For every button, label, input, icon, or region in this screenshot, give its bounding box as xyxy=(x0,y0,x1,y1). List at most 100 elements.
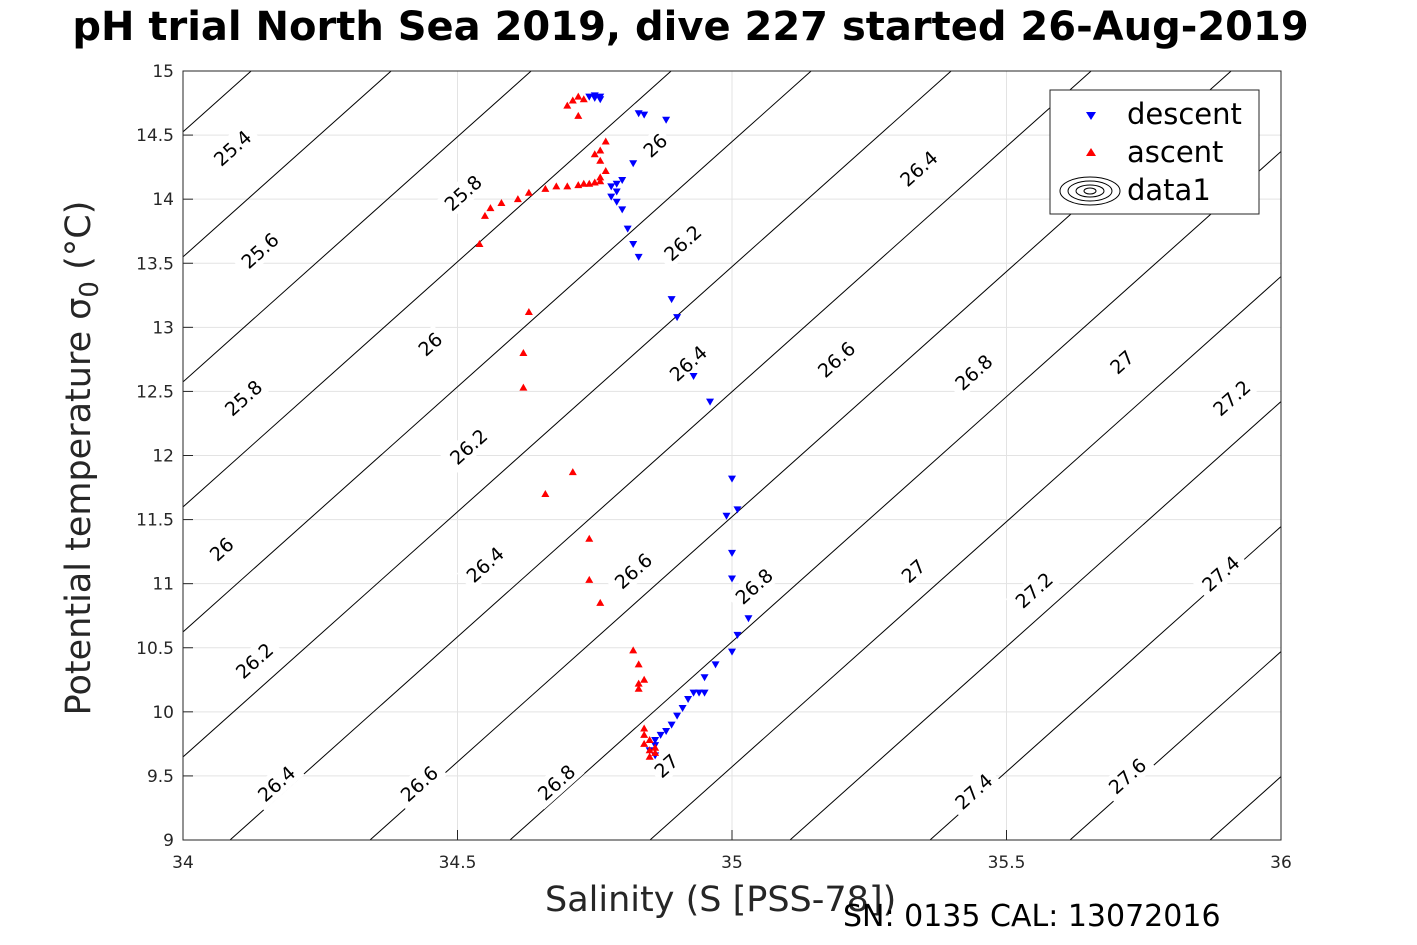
y-tick-label: 15 xyxy=(152,62,174,82)
point-ascent xyxy=(634,684,643,692)
contour-label: 25.8 xyxy=(434,165,492,220)
contour-label: 26 xyxy=(202,530,241,569)
contour-label: 26.4 xyxy=(659,336,717,391)
point-ascent xyxy=(563,182,572,190)
chart-title: pH trial North Sea 2019, dive 227 starte… xyxy=(72,4,1309,50)
isopycnal-line xyxy=(183,71,392,258)
contour-label: 26 xyxy=(635,126,675,165)
legend[interactable]: descent ascent data1 xyxy=(1049,89,1260,215)
isopycnal-line xyxy=(649,275,1281,840)
point-descent xyxy=(689,373,698,381)
point-descent xyxy=(596,96,605,104)
contour-label: 26.4 xyxy=(890,141,947,196)
point-ascent xyxy=(601,166,610,174)
point-ascent xyxy=(519,383,528,391)
point-ascent xyxy=(579,179,588,187)
isopycnal-line xyxy=(789,400,1281,840)
point-ascent xyxy=(524,188,533,196)
isopycnal-line xyxy=(183,71,672,508)
y-tick-label: 13.5 xyxy=(136,254,174,274)
point-descent xyxy=(700,689,709,697)
point-descent xyxy=(700,674,709,682)
point-descent xyxy=(728,475,736,483)
legend-marker-ascent xyxy=(1086,148,1096,156)
contour-label: 27 xyxy=(1102,342,1141,381)
x-tick-label: 35.5 xyxy=(988,853,1026,873)
point-ascent xyxy=(634,660,643,668)
isopycnal-line xyxy=(929,525,1281,840)
isopycnal-line xyxy=(183,71,812,633)
point-descent xyxy=(689,689,698,697)
point-descent xyxy=(728,549,736,557)
contour-label: 26.2 xyxy=(654,215,711,270)
point-descent xyxy=(673,712,682,720)
point-ascent xyxy=(640,675,649,683)
contour-label: 26.2 xyxy=(440,419,497,474)
point-descent xyxy=(629,160,638,168)
point-ascent xyxy=(568,96,577,104)
point-ascent xyxy=(497,199,506,207)
point-descent xyxy=(656,731,665,739)
point-ascent xyxy=(480,211,489,219)
contour-label: 26.4 xyxy=(248,756,305,811)
point-ascent xyxy=(640,730,649,738)
legend-label-ascent: ascent xyxy=(1127,135,1223,169)
point-ascent xyxy=(596,146,605,154)
point-ascent xyxy=(640,724,649,732)
point-descent xyxy=(667,296,676,304)
point-ascent xyxy=(596,598,605,606)
y-tick-label: 11 xyxy=(152,575,174,595)
x-tick-label: 34.5 xyxy=(439,853,477,873)
point-descent xyxy=(662,116,671,124)
point-descent xyxy=(667,721,676,729)
point-ascent xyxy=(585,179,594,187)
point-descent xyxy=(612,198,621,206)
point-ascent xyxy=(552,182,561,190)
contour-label: 27.2 xyxy=(1005,563,1063,618)
svg-text:26: 26 xyxy=(414,328,447,361)
y-tick-label: 10 xyxy=(152,703,174,723)
contour-label: 26.2 xyxy=(226,633,283,688)
y-tick-label: 10.5 xyxy=(136,639,174,659)
contour-label: 26.6 xyxy=(390,756,448,811)
point-ascent xyxy=(574,111,583,119)
point-ascent xyxy=(541,184,550,192)
point-descent xyxy=(673,314,682,322)
contour-label: 25.8 xyxy=(215,370,272,425)
point-ascent xyxy=(563,101,572,109)
point-ascent xyxy=(640,739,649,747)
x-tick-label: 34 xyxy=(172,853,194,873)
point-ascent xyxy=(585,575,594,583)
y-tick-label: 9.5 xyxy=(147,767,174,787)
calibration-footer: SN: 0135 CAL: 13072016 xyxy=(843,899,1221,934)
point-descent xyxy=(728,575,736,583)
point-descent xyxy=(590,92,599,100)
y-tick-label: 9 xyxy=(163,831,174,851)
y-tick-label: 14.5 xyxy=(136,126,174,146)
point-descent xyxy=(728,648,736,656)
y-tick-label: 14 xyxy=(152,190,174,210)
contour-label: 27.4 xyxy=(945,764,1002,819)
point-descent xyxy=(722,512,731,520)
point-ascent xyxy=(568,468,577,476)
point-descent xyxy=(612,188,621,196)
point-descent xyxy=(733,506,742,514)
legend-label-descent: descent xyxy=(1127,97,1242,131)
point-ascent xyxy=(590,150,599,158)
svg-text:27: 27 xyxy=(897,555,930,588)
point-ascent xyxy=(574,181,583,189)
isopycnal-line xyxy=(229,71,1092,840)
isopycnal-line xyxy=(183,71,532,383)
contour-label: 26.8 xyxy=(528,755,585,810)
point-ascent xyxy=(574,92,583,100)
point-ascent xyxy=(524,307,533,315)
contour-labels: 25.4 25.6 25.8 26 26.2 26.4 25.8 26 26.2 26.4 26.6… xyxy=(202,120,1260,819)
point-ascent xyxy=(596,156,605,164)
point-descent xyxy=(695,689,704,697)
point-ascent xyxy=(541,489,550,497)
point-descent xyxy=(629,241,638,249)
point-descent xyxy=(744,615,753,623)
point-descent xyxy=(711,661,720,669)
contour-label: 25.4 xyxy=(204,120,261,175)
